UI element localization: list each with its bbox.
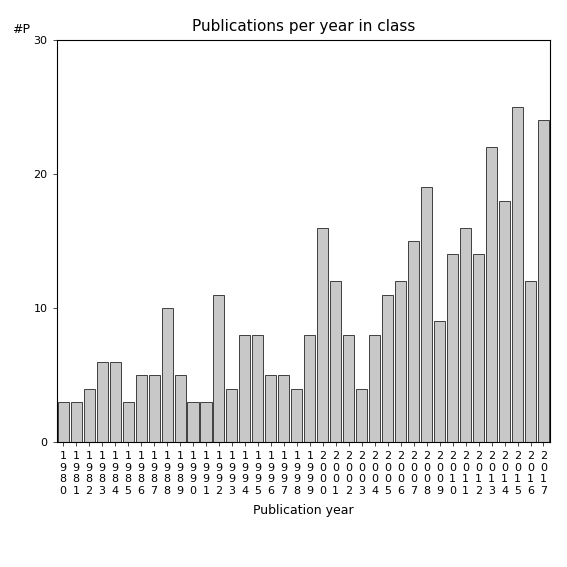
Text: #P: #P: [12, 23, 30, 36]
Bar: [356, 388, 367, 442]
Bar: [149, 375, 159, 442]
Title: Publications per year in class: Publications per year in class: [192, 19, 415, 35]
Bar: [525, 281, 536, 442]
Bar: [408, 241, 419, 442]
Bar: [318, 227, 328, 442]
Bar: [291, 388, 302, 442]
Bar: [460, 227, 471, 442]
X-axis label: Publication year: Publication year: [253, 505, 354, 518]
Bar: [395, 281, 406, 442]
Bar: [369, 335, 380, 442]
Bar: [512, 107, 523, 442]
Bar: [188, 402, 198, 442]
Bar: [162, 308, 172, 442]
Bar: [304, 335, 315, 442]
Bar: [265, 375, 276, 442]
Bar: [434, 321, 445, 442]
Bar: [343, 335, 354, 442]
Bar: [201, 402, 211, 442]
Bar: [252, 335, 264, 442]
Bar: [213, 295, 225, 442]
Bar: [84, 388, 95, 442]
Bar: [226, 388, 238, 442]
Bar: [447, 255, 458, 442]
Bar: [278, 375, 289, 442]
Bar: [136, 375, 147, 442]
Bar: [175, 375, 185, 442]
Bar: [239, 335, 251, 442]
Bar: [122, 402, 134, 442]
Bar: [499, 201, 510, 442]
Bar: [331, 281, 341, 442]
Bar: [109, 362, 121, 442]
Bar: [421, 187, 432, 442]
Bar: [473, 255, 484, 442]
Bar: [486, 147, 497, 442]
Bar: [71, 402, 82, 442]
Bar: [96, 362, 108, 442]
Bar: [58, 402, 69, 442]
Bar: [538, 120, 549, 442]
Bar: [382, 295, 393, 442]
